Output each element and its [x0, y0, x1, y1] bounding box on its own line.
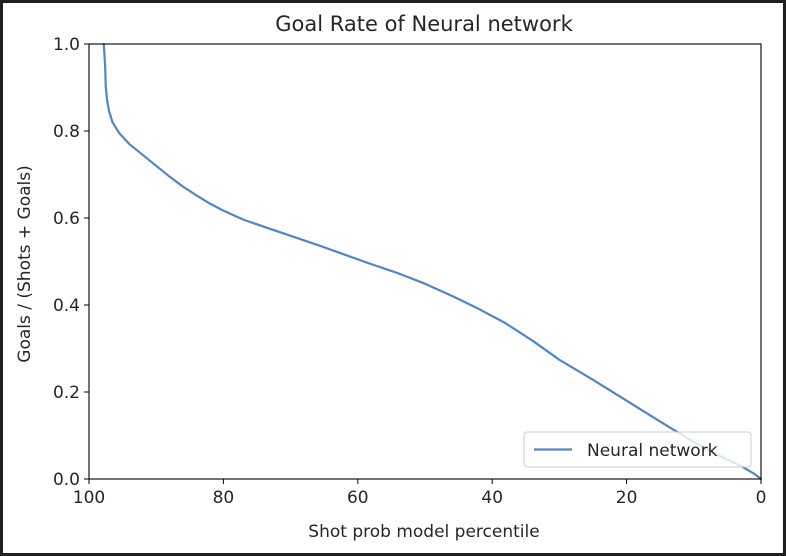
x-tick-label: 100	[73, 488, 105, 508]
line-chart: Goal Rate of Neural network 100 80 60 40 20 0…	[15, 12, 766, 542]
y-tick-label: 0.0	[53, 470, 80, 490]
chart-title: Goal Rate of Neural network	[275, 12, 573, 36]
y-tick-label: 0.6	[53, 209, 80, 229]
chart-figure: Goal Rate of Neural network 100 80 60 40 20 0…	[3, 3, 783, 553]
y-tick-label: 0.2	[53, 383, 80, 403]
y-axis-label: Goals / (Shots + Goals)	[15, 165, 35, 362]
x-tick-label: 60	[347, 488, 369, 508]
plot-area: 100 80 60 40 20 0 0.0 0.2 0.4 0.6 0.8 1.0	[53, 35, 766, 508]
series-line-neural-network	[102, 42, 763, 481]
axes-frame	[88, 43, 762, 480]
x-tick-label: 40	[481, 488, 503, 508]
y-tick-label: 0.8	[53, 122, 80, 142]
y-tick-label: 0.4	[53, 296, 80, 316]
legend-label: Neural network	[587, 441, 718, 461]
x-tick-label: 20	[616, 488, 638, 508]
x-tick-label: 0	[756, 488, 767, 508]
legend: Neural network	[523, 431, 752, 468]
x-axis-label: Shot prob model percentile	[308, 522, 539, 542]
x-tick-label: 80	[213, 488, 235, 508]
y-tick-label: 1.0	[53, 35, 80, 55]
legend-box	[523, 431, 752, 468]
